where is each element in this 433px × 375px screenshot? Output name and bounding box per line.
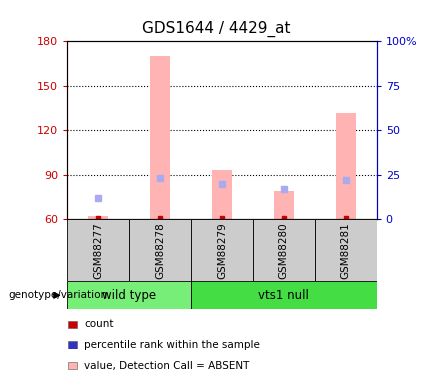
- Bar: [274, 191, 294, 219]
- Bar: [129, 219, 191, 281]
- Text: GSM88281: GSM88281: [341, 222, 351, 279]
- Text: wild type: wild type: [102, 289, 156, 302]
- Text: genotype/variation: genotype/variation: [9, 290, 108, 300]
- Text: GSM88279: GSM88279: [217, 222, 227, 279]
- Text: GSM88280: GSM88280: [279, 222, 289, 279]
- Text: value, Detection Call = ABSENT: value, Detection Call = ABSENT: [84, 361, 250, 370]
- Bar: [67, 281, 191, 309]
- Bar: [88, 216, 108, 219]
- Bar: [315, 219, 377, 281]
- Bar: [253, 219, 315, 281]
- Bar: [150, 56, 170, 219]
- Text: GSM88277: GSM88277: [93, 222, 103, 279]
- Bar: [67, 219, 129, 281]
- Text: GDS1644 / 4429_at: GDS1644 / 4429_at: [142, 21, 291, 37]
- Text: GSM88278: GSM88278: [155, 222, 165, 279]
- Bar: [212, 170, 232, 219]
- Bar: [191, 281, 377, 309]
- Text: vts1 null: vts1 null: [259, 289, 309, 302]
- Text: percentile rank within the sample: percentile rank within the sample: [84, 340, 260, 350]
- Bar: [191, 219, 253, 281]
- Text: count: count: [84, 320, 114, 329]
- Bar: [336, 112, 355, 219]
